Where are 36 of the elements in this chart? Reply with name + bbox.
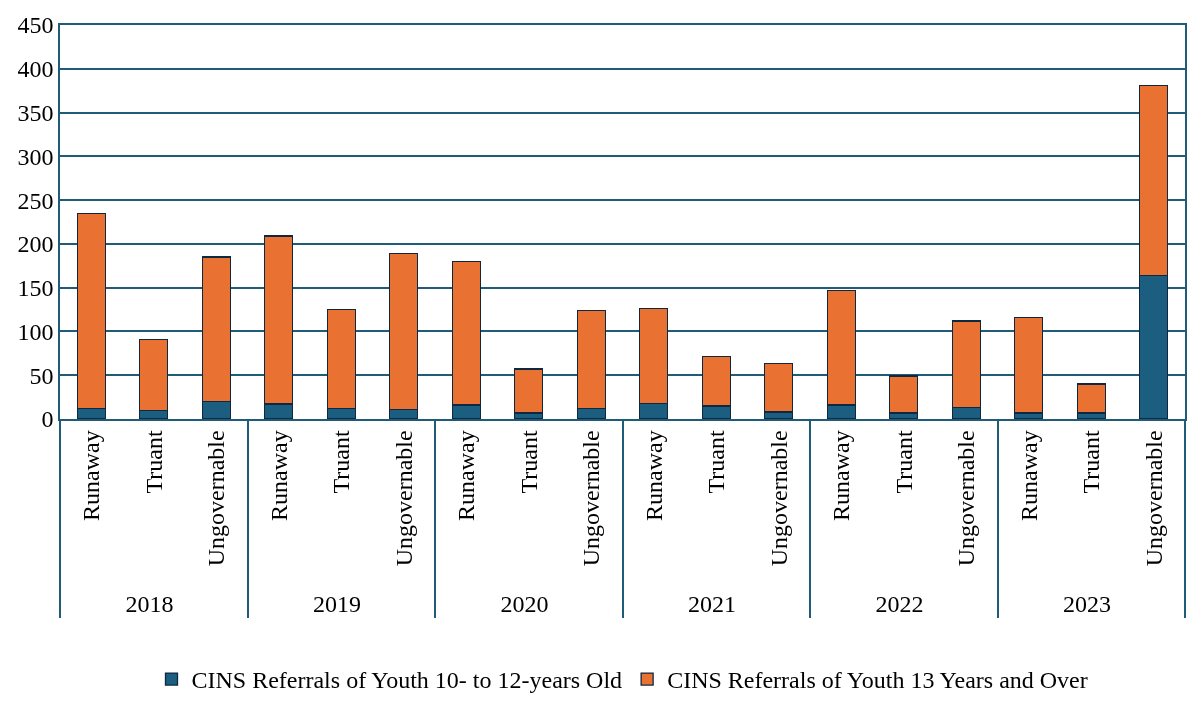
y-tick-label: 450	[17, 12, 54, 39]
x-tick-label: Runaway	[640, 430, 667, 522]
x-tick-label: Ungovernable	[203, 430, 230, 567]
text: 2018	[125, 590, 174, 617]
x-tick-label: Truant	[1078, 430, 1105, 494]
x-tick-label: Truant	[140, 430, 167, 494]
x-tick-label: Runaway	[265, 430, 292, 522]
text: 2022	[875, 590, 924, 617]
x-tick-label: Ungovernable	[390, 430, 417, 567]
x-tick-label: Runaway	[828, 430, 855, 522]
y-tick-label: 400	[17, 56, 54, 83]
legend-label: CINS Referrals of Youth 10- to 12-years Old	[191, 667, 623, 694]
y-tick-label: 150	[17, 275, 54, 302]
text: 2020	[500, 590, 549, 617]
y-tick-label: 100	[17, 318, 54, 345]
x-tick-label: Runaway	[453, 430, 480, 522]
x-tick-label: Truant	[328, 430, 355, 494]
x-tick-label: Ungovernable	[765, 430, 792, 567]
y-tick-label: 250	[17, 187, 54, 214]
text: 2023	[1063, 590, 1112, 617]
x-tick-label: Truant	[890, 430, 917, 494]
y-tick-label: 350	[17, 99, 54, 126]
x-tick-label: Truant	[515, 430, 542, 494]
x-tick-label: Ungovernable	[578, 430, 605, 567]
x-tick-label: Ungovernable	[953, 430, 980, 567]
text: 2019	[313, 590, 362, 617]
x-tick-label: Runaway	[78, 430, 105, 522]
legend-label: CINS Referrals of Youth 13 Years and Over	[667, 667, 1088, 694]
y-tick-label: 0	[41, 406, 54, 433]
text: 2021	[688, 590, 737, 617]
x-tick-label: Truant	[703, 430, 730, 494]
y-tick-label: 200	[17, 231, 54, 258]
x-tick-label: Ungovernable	[1140, 430, 1167, 567]
y-tick-label: 300	[17, 143, 54, 170]
y-tick-label: 50	[29, 362, 54, 389]
x-tick-label: Runaway	[1015, 430, 1042, 522]
